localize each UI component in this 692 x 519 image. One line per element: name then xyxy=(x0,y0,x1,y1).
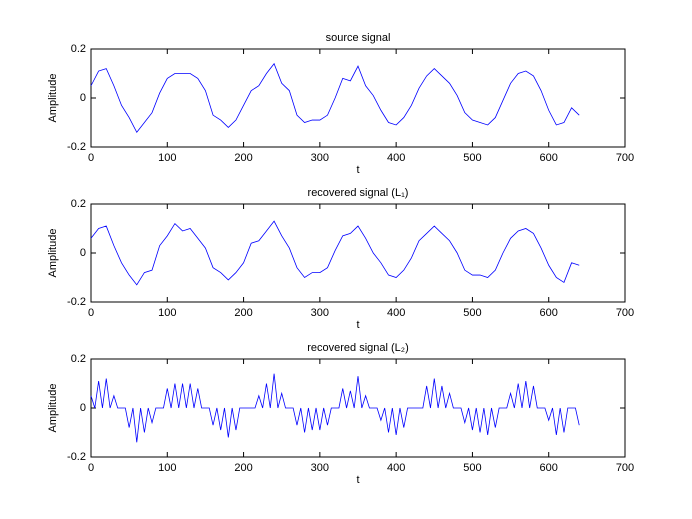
subplot-title: recovered signal (L₂) xyxy=(307,342,408,354)
x-tick-label: 500 xyxy=(463,462,481,474)
y-axis-label: Amplitude xyxy=(47,384,59,433)
y-tick-label: -0.2 xyxy=(67,451,86,463)
x-tick-label: 0 xyxy=(88,307,94,319)
x-tick-label: 200 xyxy=(234,152,252,164)
subplot-title: recovered signal (L₁) xyxy=(308,187,409,199)
x-tick-label: 500 xyxy=(463,307,481,319)
y-tick-label: 0 xyxy=(80,402,86,414)
x-tick-label: 0 xyxy=(88,462,94,474)
y-tick-label: 0 xyxy=(80,92,86,104)
axes-frame xyxy=(90,203,626,303)
x-axis-label: t xyxy=(356,474,359,486)
signal-line xyxy=(90,62,580,134)
x-tick-label: 300 xyxy=(311,462,329,474)
signal-line xyxy=(90,220,580,286)
x-tick-label: 500 xyxy=(463,152,481,164)
y-tick-label: 0.2 xyxy=(71,198,86,210)
x-tick-label: 600 xyxy=(540,462,558,474)
x-tick-label: 100 xyxy=(158,307,176,319)
x-tick-label: 100 xyxy=(158,152,176,164)
x-tick-label: 400 xyxy=(387,307,405,319)
y-axis-label: Amplitude xyxy=(47,74,59,123)
y-tick-label: -0.2 xyxy=(67,296,86,308)
x-tick-label: 400 xyxy=(387,462,405,474)
y-tick-label: 0.2 xyxy=(71,353,86,365)
x-tick-label: 700 xyxy=(616,462,634,474)
x-tick-label: 700 xyxy=(616,152,634,164)
x-tick-label: 300 xyxy=(311,152,329,164)
x-tick-label: 100 xyxy=(158,462,176,474)
y-tick-label: 0.2 xyxy=(71,43,86,55)
y-axis-label: Amplitude xyxy=(47,229,59,278)
x-axis-label: t xyxy=(356,319,359,331)
x-tick-label: 700 xyxy=(616,307,634,319)
x-axis-label: t xyxy=(356,164,359,176)
x-tick-label: 600 xyxy=(540,152,558,164)
signal-line xyxy=(90,373,580,443)
y-tick-label: 0 xyxy=(80,247,86,259)
x-tick-label: 600 xyxy=(540,307,558,319)
x-tick-label: 0 xyxy=(88,152,94,164)
x-tick-label: 200 xyxy=(234,462,252,474)
subplot-title: source signal xyxy=(326,32,391,44)
x-tick-label: 200 xyxy=(234,307,252,319)
x-tick-label: 400 xyxy=(387,152,405,164)
x-tick-label: 300 xyxy=(311,307,329,319)
axes-frame xyxy=(90,48,626,148)
y-tick-label: -0.2 xyxy=(67,141,86,153)
